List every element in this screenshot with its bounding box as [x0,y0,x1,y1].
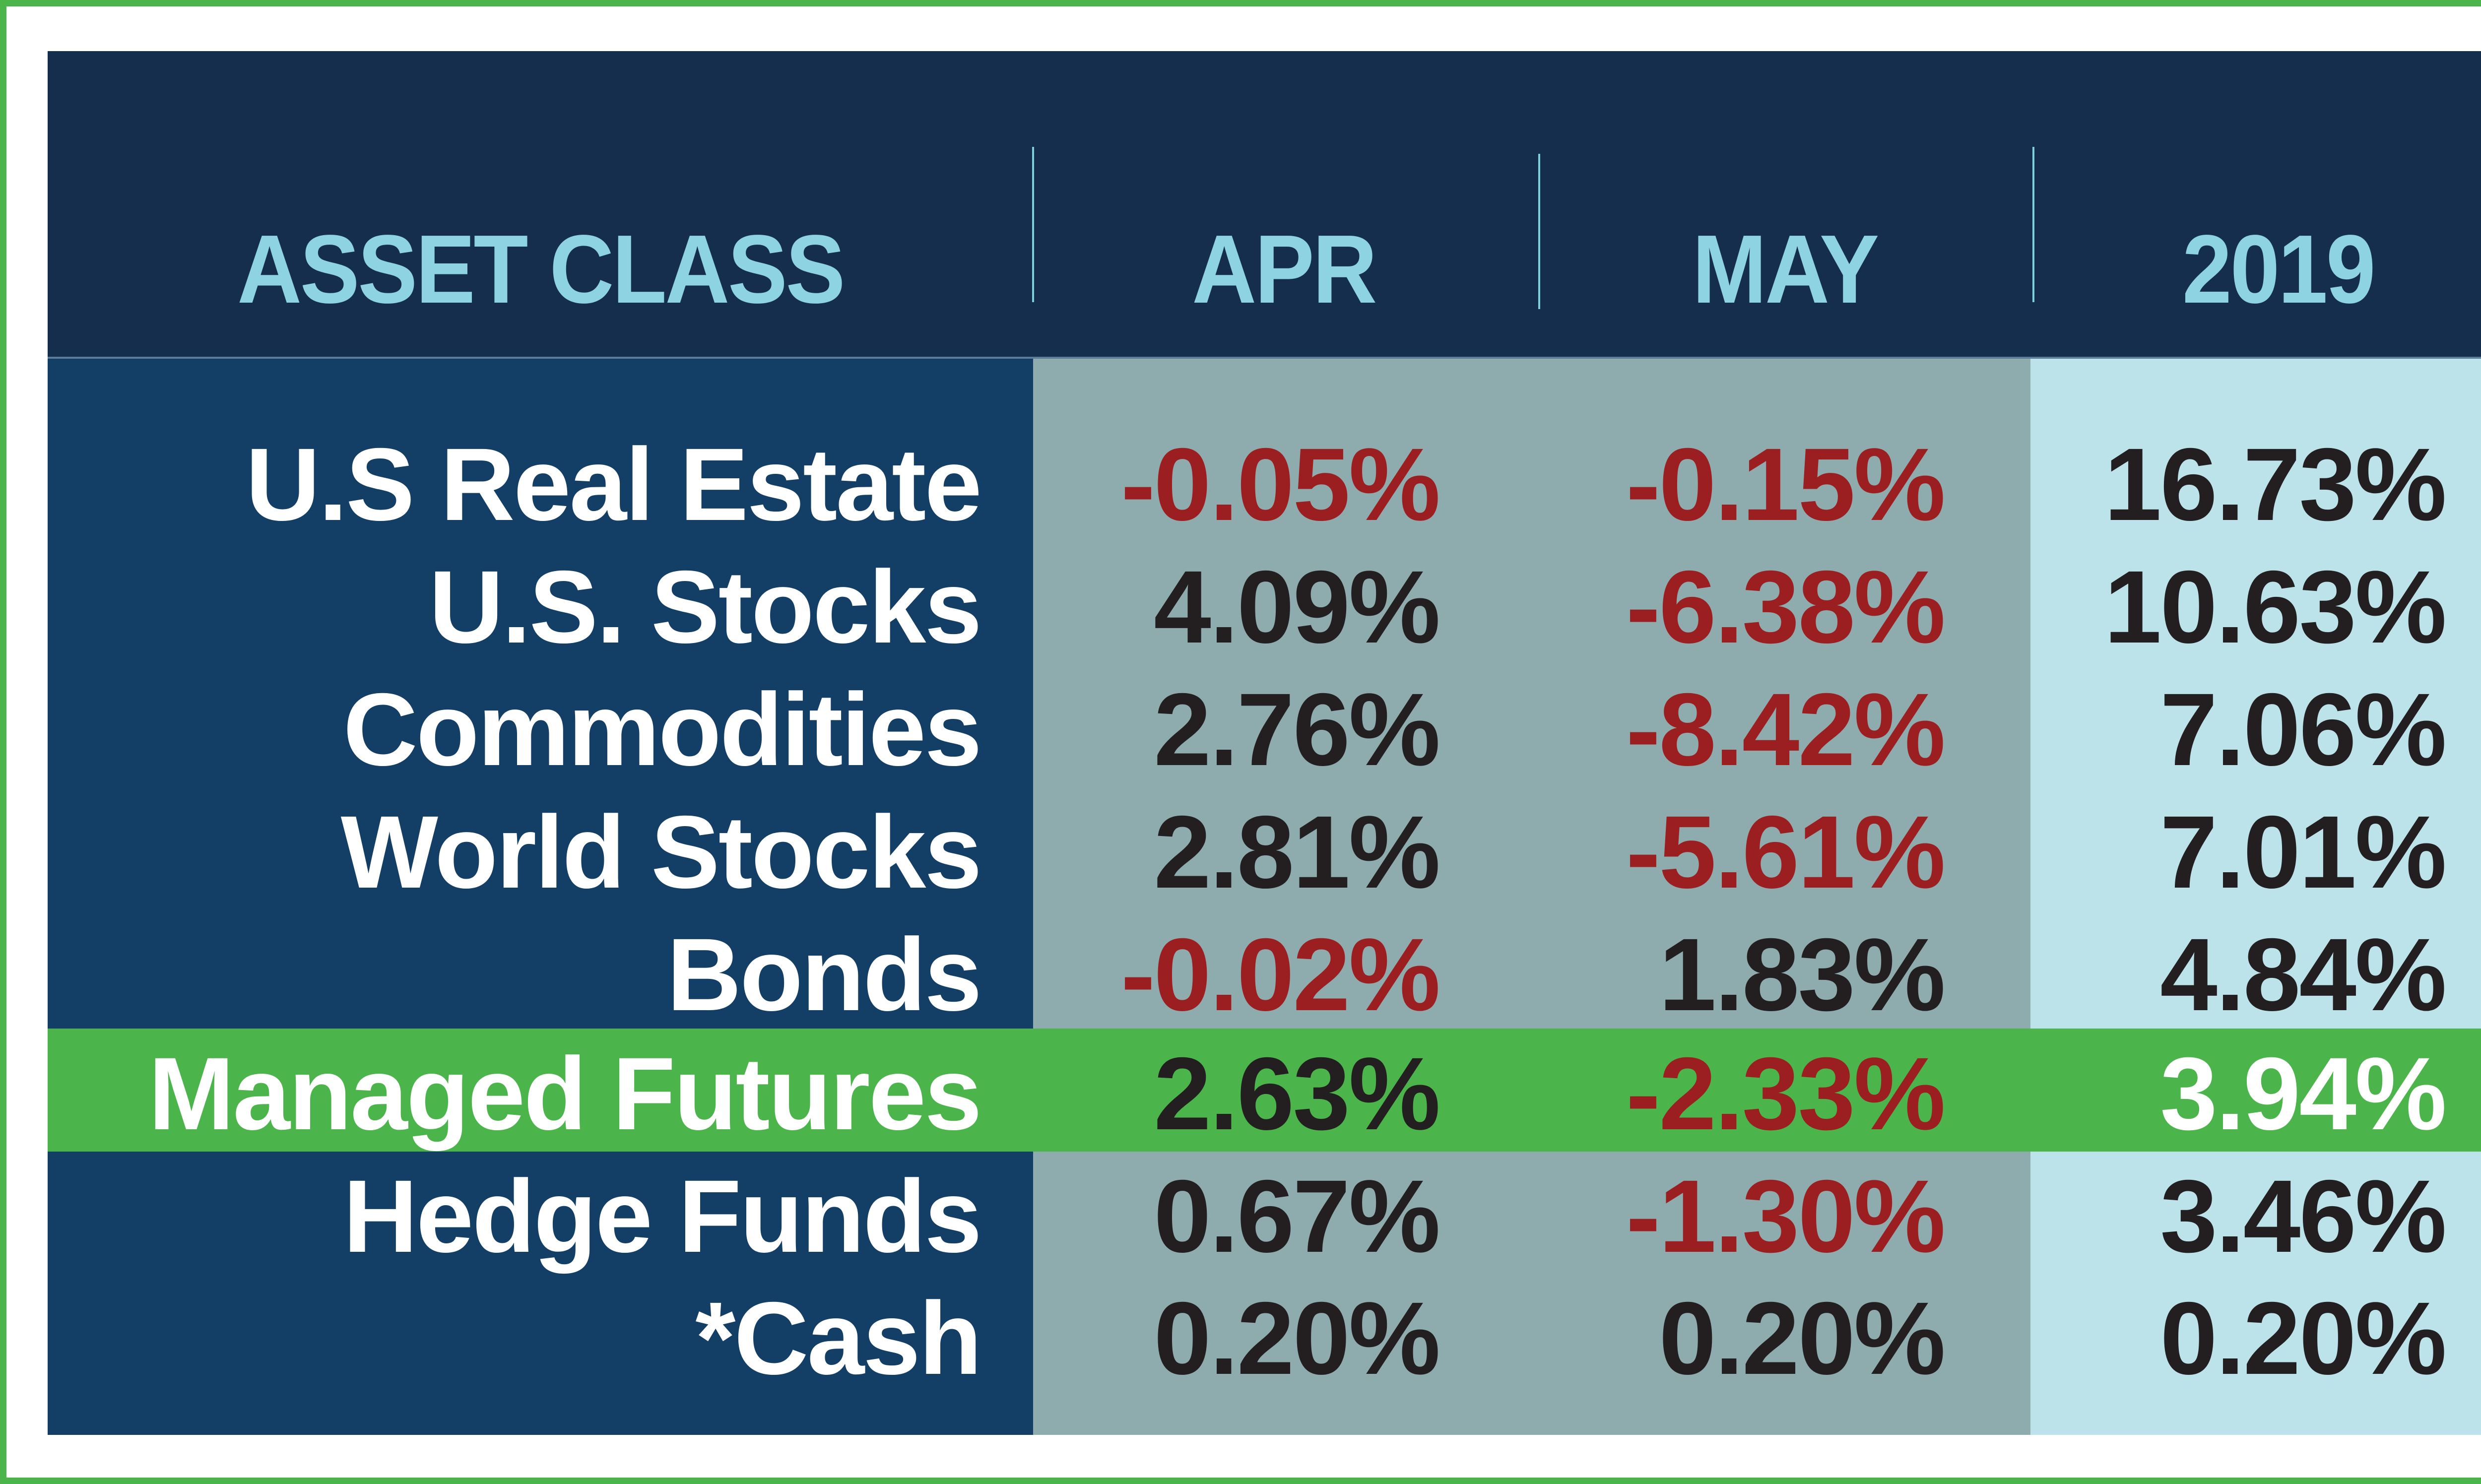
header-divider [1032,147,1034,302]
asset-label: Hedge Funds [343,1159,982,1274]
asset-label: World Stocks [340,795,982,910]
table-row: Hedge Funds 0.67% -1.30% 3.46% [48,1156,2481,1278]
header-2019: 2019 [2182,215,2376,323]
ytd-value: 16.73% [2104,427,2447,542]
ytd-value: 4.84% [2160,917,2447,1032]
header-asset-class: ASSET CLASS [237,215,846,323]
header-divider [1538,154,1540,309]
table-row: *Cash 0.20% 0.20% 0.20% [48,1278,2481,1400]
table-row-highlighted: Managed Futures 2.63% -2.33% 3.94% [48,1033,2481,1156]
year-column [2030,359,2481,1435]
table-header: ASSET CLASS APR MAY 2019 [48,51,2481,359]
asset-label: U.S. Stocks [429,550,982,665]
ytd-value: 3.94% [2160,1036,2447,1152]
ytd-value: 7.06% [2160,672,2447,787]
table-row: U.S Real Estate -0.05% -0.15% 16.73% [48,424,2481,546]
apr-value: 0.20% [1154,1281,1440,1396]
month-columns [1033,359,2030,1435]
header-divider [2032,147,2034,302]
may-value: -6.38% [1626,550,1946,665]
apr-value: 2.76% [1154,672,1440,787]
may-value: -8.42% [1626,672,1946,787]
header-may: MAY [1692,215,1879,323]
header-apr: APR [1192,215,1377,323]
apr-value: 2.81% [1154,795,1440,910]
ytd-value: 0.20% [2160,1281,2447,1396]
may-value: 0.20% [1659,1281,1946,1396]
table-row: Bonds -0.02% 1.83% 4.84% [48,914,2481,1036]
asset-label: *Cash [695,1281,982,1396]
highlight-row-band [48,1029,2481,1152]
returns-table: ASSET CLASS APR MAY 2019 U.S Real Estate… [48,51,2481,1435]
may-value: -1.30% [1626,1159,1946,1274]
may-value: -5.61% [1626,795,1946,910]
may-value: -0.15% [1626,427,1946,542]
may-value: 1.83% [1659,917,1946,1032]
ytd-value: 3.46% [2160,1159,2447,1274]
table-row: World Stocks 2.81% -5.61% 7.01% [48,791,2481,914]
apr-value: 0.67% [1154,1159,1440,1274]
asset-label: U.S Real Estate [246,427,982,542]
asset-label: Bonds [666,917,982,1032]
table-row: Commodities 2.76% -8.42% 7.06% [48,669,2481,791]
ytd-value: 10.63% [2104,550,2447,665]
apr-value: -0.02% [1120,917,1440,1032]
apr-value: -0.05% [1120,427,1440,542]
apr-value: 4.09% [1154,550,1440,665]
ytd-value: 7.01% [2160,795,2447,910]
apr-value: 2.63% [1154,1036,1440,1152]
asset-class-column [48,359,1033,1435]
asset-label: Managed Futures [148,1036,982,1152]
table-row: U.S. Stocks 4.09% -6.38% 10.63% [48,546,2481,669]
may-value: -2.33% [1626,1036,1946,1152]
asset-label: Commodities [343,672,982,787]
